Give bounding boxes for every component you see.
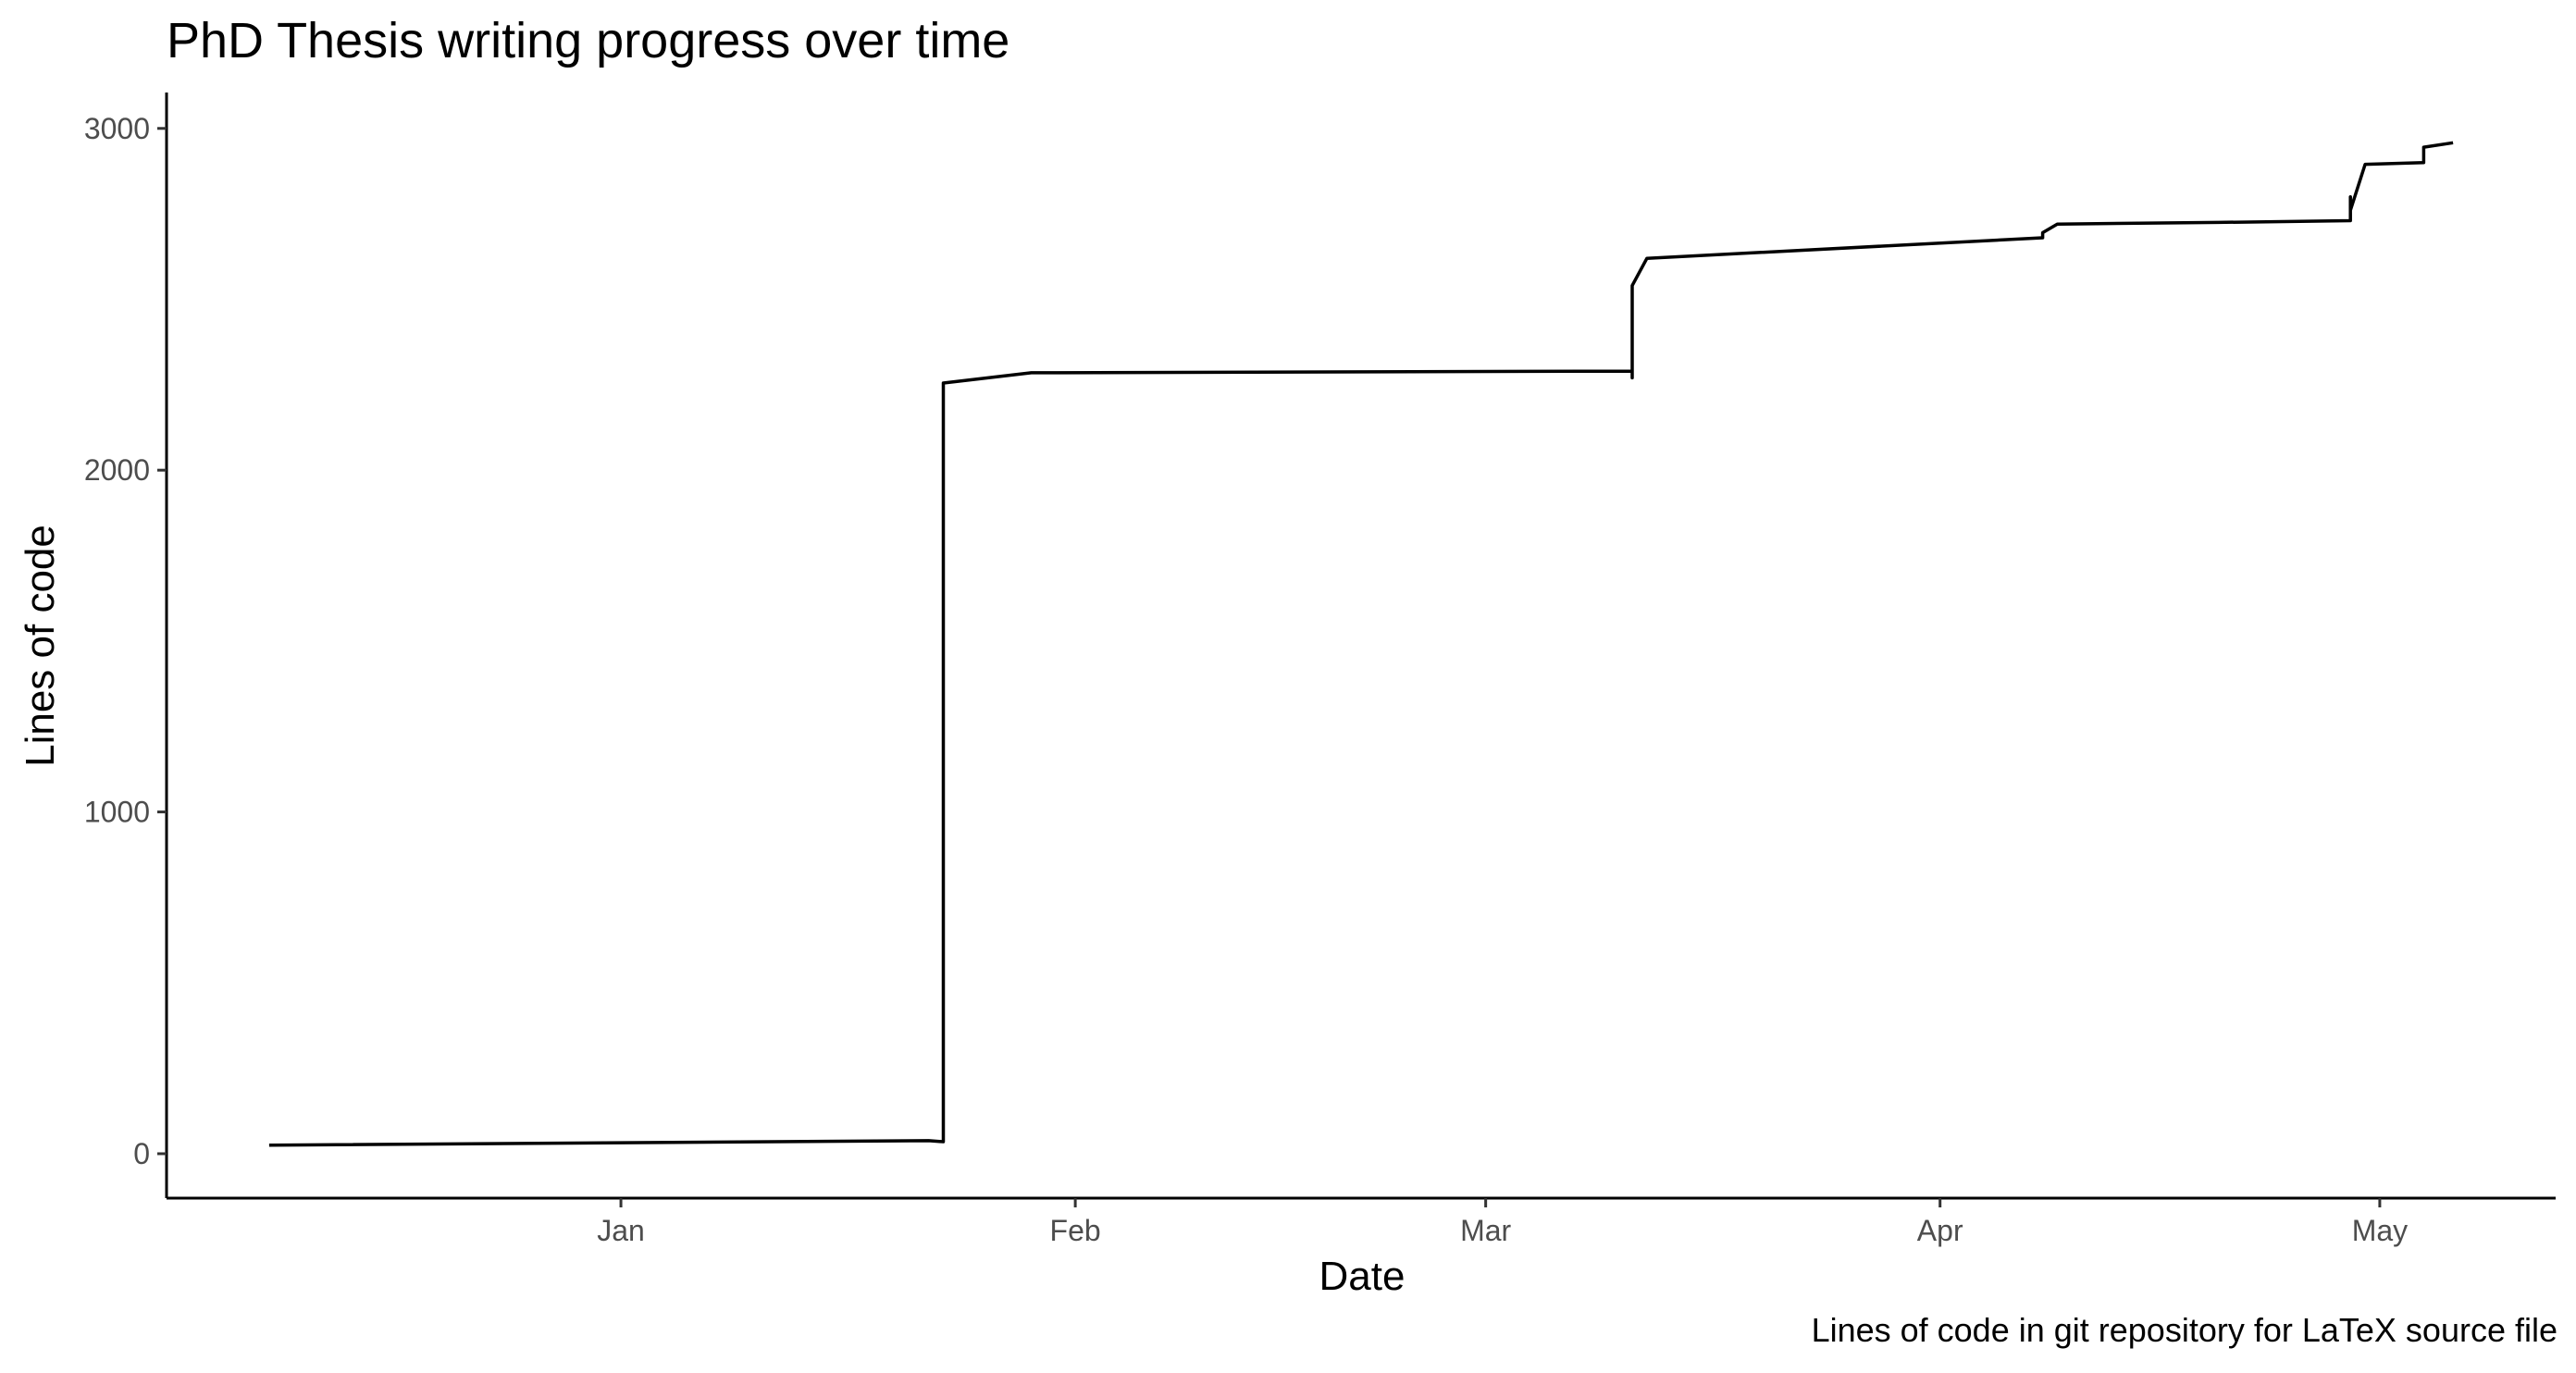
chart-title: PhD Thesis writing progress over time	[167, 13, 1009, 68]
x-ticks: Jan Feb Mar Apr May	[597, 1198, 2408, 1247]
y-tick-label: 3000	[84, 112, 150, 145]
series-line	[268, 141, 2454, 1147]
x-tick-label: Feb	[1050, 1214, 1101, 1247]
x-axis: Jan Feb Mar Apr May	[167, 1196, 2556, 1247]
x-tick-label: Apr	[1917, 1214, 1963, 1247]
x-tick-label: Mar	[1460, 1214, 1511, 1247]
x-tick-label: Jan	[597, 1214, 645, 1247]
y-ticks: 0 1000 2000 3000	[84, 112, 167, 1170]
y-tick-label: 0	[133, 1137, 150, 1170]
x-axis-title: Date	[1319, 1254, 1406, 1299]
x-tick-label: May	[2352, 1214, 2408, 1247]
chart-caption: Lines of code in git repository for LaTe…	[1812, 1311, 2557, 1349]
plot-series	[268, 141, 2454, 1147]
y-axis: 0 1000 2000 3000	[84, 93, 168, 1198]
y-tick-label: 2000	[84, 453, 150, 487]
y-tick-label: 1000	[84, 796, 150, 829]
y-axis-title: Lines of code	[18, 525, 63, 767]
